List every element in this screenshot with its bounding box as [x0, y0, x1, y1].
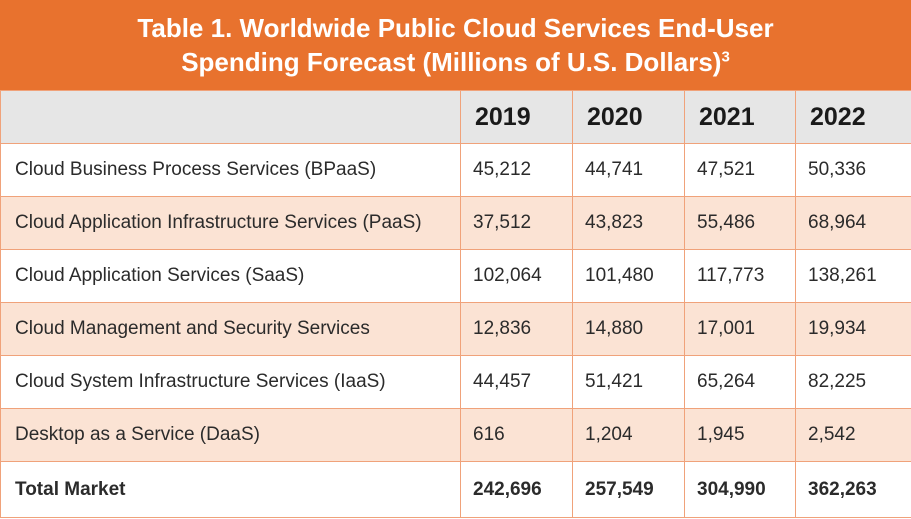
header-cell-2021: 2021 [684, 90, 796, 144]
row-label: Cloud Management and Security Services [0, 302, 461, 356]
cell-value: 14,880 [572, 302, 685, 356]
cell-value: 51,421 [572, 355, 685, 409]
row-label: Desktop as a Service (DaaS) [0, 408, 461, 462]
cell-value: 82,225 [795, 355, 911, 409]
table-title-line-1: Table 1. Worldwide Public Cloud Services… [137, 13, 774, 43]
cell-value: 45,212 [460, 143, 573, 197]
table-row: Cloud Business Process Services (BPaaS) … [0, 143, 911, 197]
cell-value: 44,741 [572, 143, 685, 197]
cell-value: 101,480 [572, 249, 685, 303]
cell-value: 47,521 [684, 143, 796, 197]
footnote-marker: 3 [721, 48, 730, 66]
cell-value: 616 [460, 408, 573, 462]
table-row: Cloud Application Infrastructure Service… [0, 196, 911, 250]
cell-value: 43,823 [572, 196, 685, 250]
table-row: Cloud System Infrastructure Services (Ia… [0, 355, 911, 409]
cell-value: 17,001 [684, 302, 796, 356]
row-label: Cloud System Infrastructure Services (Ia… [0, 355, 461, 409]
table-row: Cloud Management and Security Services 1… [0, 302, 911, 356]
cell-value: 19,934 [795, 302, 911, 356]
row-label: Cloud Application Services (SaaS) [0, 249, 461, 303]
table-title-line-2-text: Spending Forecast (Millions of U.S. Doll… [181, 47, 722, 77]
header-cell-2022: 2022 [795, 90, 911, 144]
row-label: Cloud Business Process Services (BPaaS) [0, 143, 461, 197]
cell-value: 68,964 [795, 196, 911, 250]
cell-value: 50,336 [795, 143, 911, 197]
header-row: 2019 2020 2021 2022 [0, 90, 911, 144]
cell-value: 138,261 [795, 249, 911, 303]
cell-value: 117,773 [684, 249, 796, 303]
cell-value: 37,512 [460, 196, 573, 250]
table-title-line-2: Spending Forecast (Millions of U.S. Doll… [181, 45, 730, 79]
cell-value: 2,542 [795, 408, 911, 462]
header-cell-empty [0, 90, 461, 144]
header-cell-2019: 2019 [460, 90, 573, 144]
cell-value: 65,264 [684, 355, 796, 409]
cell-value: 12,836 [460, 302, 573, 356]
total-row: Total Market 242,696 257,549 304,990 362… [0, 461, 911, 518]
table-row: Desktop as a Service (DaaS) 616 1,204 1,… [0, 408, 911, 462]
total-value: 304,990 [684, 461, 796, 518]
total-label: Total Market [0, 461, 461, 518]
cell-value: 55,486 [684, 196, 796, 250]
cell-value: 44,457 [460, 355, 573, 409]
spending-forecast-table: 2019 2020 2021 2022 Cloud Business Proce… [0, 90, 911, 518]
total-value: 242,696 [460, 461, 573, 518]
total-value: 257,549 [572, 461, 685, 518]
header-cell-2020: 2020 [572, 90, 685, 144]
cell-value: 1,945 [684, 408, 796, 462]
table-row: Cloud Application Services (SaaS) 102,06… [0, 249, 911, 303]
total-value: 362,263 [795, 461, 911, 518]
cell-value: 1,204 [572, 408, 685, 462]
row-label: Cloud Application Infrastructure Service… [0, 196, 461, 250]
cell-value: 102,064 [460, 249, 573, 303]
table-title: Table 1. Worldwide Public Cloud Services… [0, 0, 911, 90]
